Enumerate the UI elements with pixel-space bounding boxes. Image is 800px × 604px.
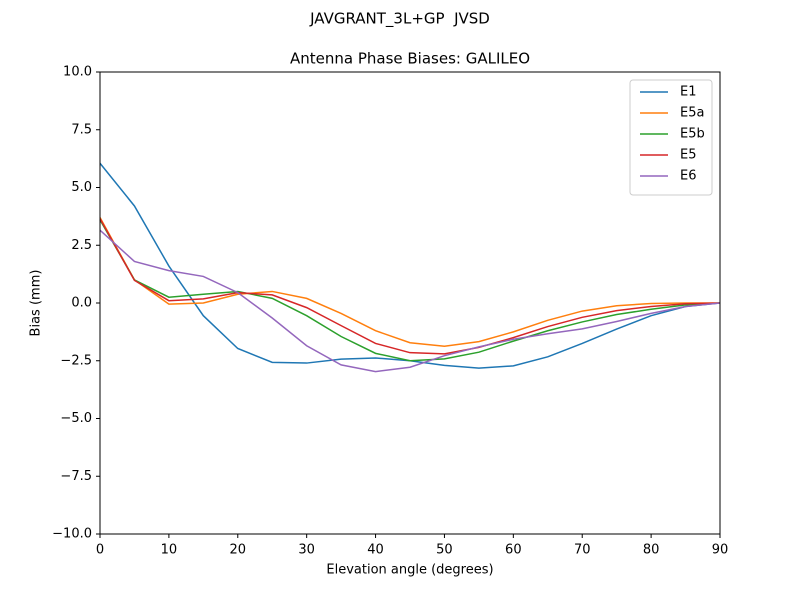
- y-tick-label: 10.0: [63, 65, 92, 80]
- y-tick-label: 2.5: [71, 238, 92, 253]
- y-tick-label: −5.0: [60, 411, 92, 426]
- x-axis-label: Elevation angle (degrees): [326, 563, 493, 578]
- y-tick-label: 7.5: [71, 122, 92, 137]
- x-tick-label: 40: [367, 543, 384, 558]
- x-tick-label: 90: [712, 543, 729, 558]
- legend-label: E5: [680, 148, 697, 163]
- series-line: [99, 219, 721, 362]
- y-tick-label: −2.5: [60, 353, 92, 368]
- series-line: [99, 217, 720, 347]
- chart-title: Antenna Phase Biases: GALILEO: [290, 50, 530, 68]
- legend-label: E1: [680, 85, 697, 100]
- legend-box: [629, 79, 713, 196]
- x-tick-label: 20: [230, 543, 247, 558]
- y-tick-label: −7.5: [60, 469, 92, 484]
- x-tick-label: 0: [96, 543, 104, 558]
- y-tick-label: 0.0: [71, 296, 92, 311]
- x-tick-label: 80: [643, 543, 660, 558]
- x-tick-label: 30: [298, 543, 315, 558]
- y-tick-label: −10.0: [52, 527, 92, 542]
- legend-label: E5b: [680, 127, 705, 142]
- y-axis-label: Bias (mm): [29, 270, 44, 337]
- suptitle: JAVGRANT_3L+GP JVSD: [309, 10, 490, 29]
- x-tick-label: 60: [505, 543, 522, 558]
- legend-label: E5a: [680, 106, 704, 121]
- x-tick-label: 70: [574, 543, 591, 558]
- legend-label: E6: [680, 169, 697, 184]
- series-line: [99, 218, 721, 355]
- y-tick-label: 5.0: [71, 180, 92, 195]
- x-tick-label: 50: [436, 543, 453, 558]
- series-line: [99, 229, 721, 373]
- x-tick-label: 10: [161, 543, 178, 558]
